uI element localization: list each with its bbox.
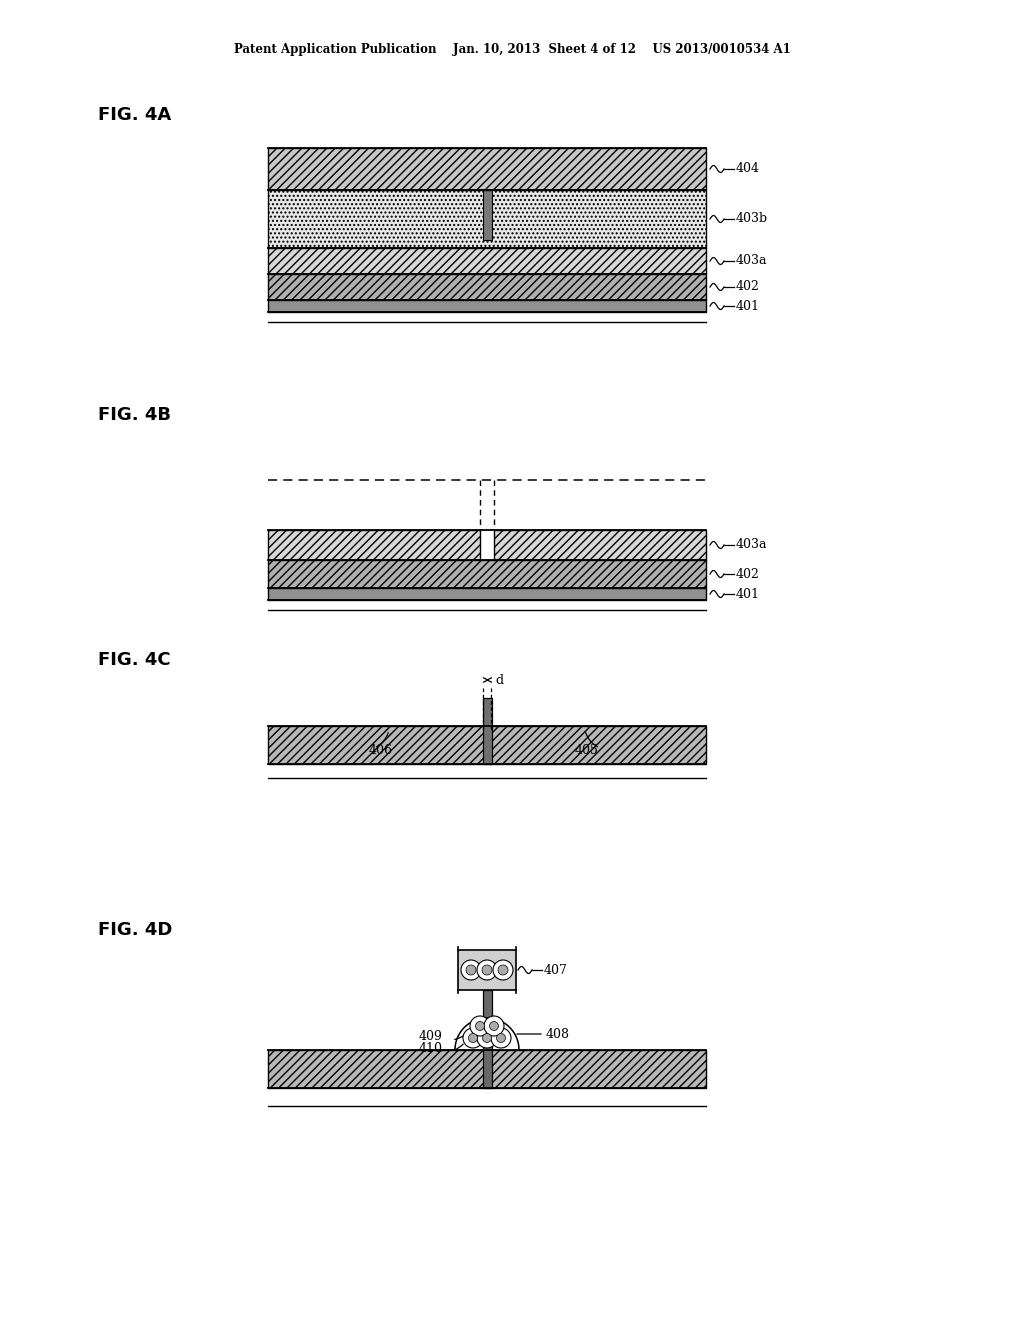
- Bar: [483, 190, 492, 240]
- Bar: [480, 531, 494, 560]
- Circle shape: [477, 960, 497, 979]
- Bar: [268, 248, 706, 275]
- Bar: [483, 990, 492, 1088]
- Text: 410: 410: [419, 1041, 443, 1055]
- Circle shape: [477, 1028, 497, 1048]
- Bar: [268, 531, 706, 560]
- Circle shape: [482, 965, 492, 975]
- Text: 403a: 403a: [736, 255, 768, 268]
- Bar: [268, 300, 706, 312]
- Text: FIG. 4D: FIG. 4D: [98, 921, 172, 939]
- Circle shape: [484, 1016, 504, 1036]
- Text: 402: 402: [736, 281, 760, 293]
- Circle shape: [463, 1028, 483, 1048]
- Circle shape: [461, 960, 481, 979]
- Circle shape: [489, 1022, 499, 1031]
- Text: FIG. 4C: FIG. 4C: [98, 651, 171, 669]
- Text: 403b: 403b: [736, 213, 768, 226]
- Text: 409: 409: [419, 1031, 442, 1044]
- Circle shape: [482, 1034, 492, 1043]
- Circle shape: [470, 1016, 490, 1036]
- Text: 402: 402: [736, 568, 760, 581]
- Circle shape: [466, 965, 476, 975]
- Text: 406: 406: [369, 743, 393, 756]
- Bar: [268, 148, 706, 190]
- Text: 404: 404: [736, 162, 760, 176]
- Text: 407: 407: [544, 964, 568, 977]
- Bar: [268, 275, 706, 300]
- Text: FIG. 4A: FIG. 4A: [98, 106, 171, 124]
- Bar: [268, 560, 706, 587]
- Circle shape: [498, 965, 508, 975]
- Text: 408: 408: [546, 1027, 570, 1040]
- Bar: [458, 950, 516, 990]
- Bar: [268, 1049, 706, 1088]
- Text: Patent Application Publication    Jan. 10, 2013  Sheet 4 of 12    US 2013/001053: Patent Application Publication Jan. 10, …: [233, 44, 791, 57]
- Circle shape: [497, 1034, 506, 1043]
- Circle shape: [469, 1034, 477, 1043]
- Text: FIG. 4B: FIG. 4B: [98, 407, 171, 424]
- Circle shape: [490, 1028, 511, 1048]
- Bar: [483, 698, 492, 764]
- Bar: [268, 190, 706, 248]
- Text: 405: 405: [575, 743, 599, 756]
- Text: d: d: [495, 673, 503, 686]
- Bar: [268, 587, 706, 601]
- Bar: [268, 726, 706, 764]
- Text: 401: 401: [736, 300, 760, 313]
- Text: 403a: 403a: [736, 539, 768, 552]
- Circle shape: [493, 960, 513, 979]
- Circle shape: [475, 1022, 484, 1031]
- Text: 401: 401: [736, 587, 760, 601]
